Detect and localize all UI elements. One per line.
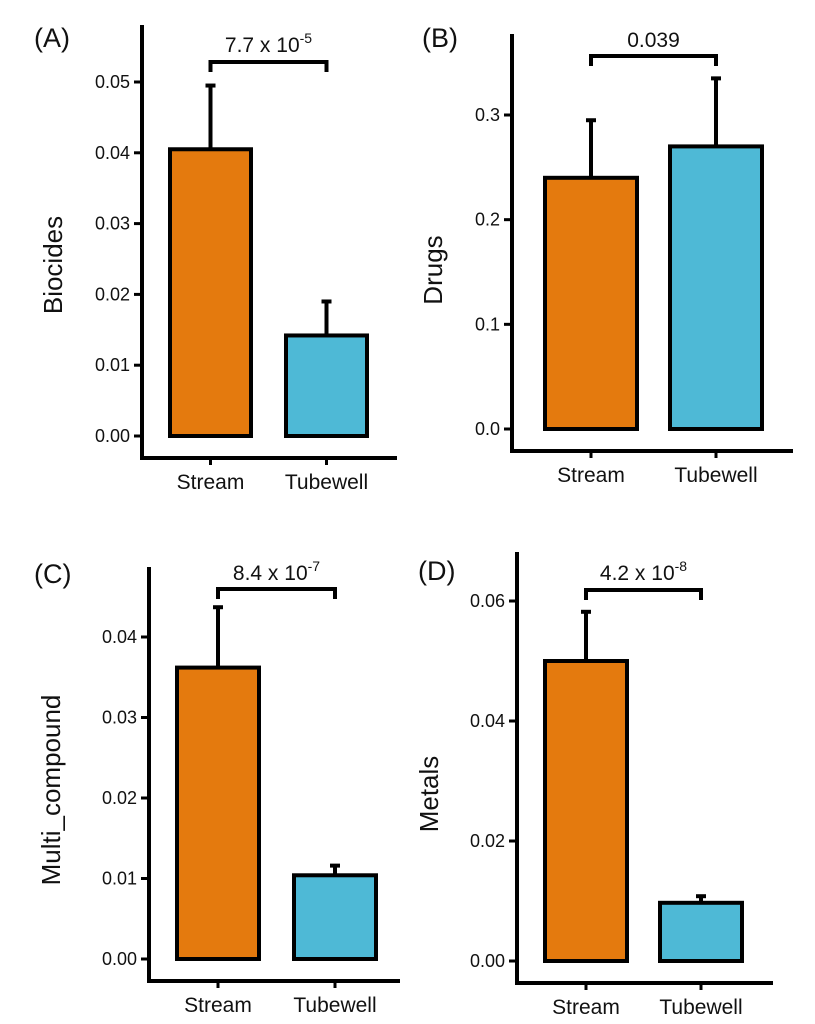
- significance-bracket: [208, 60, 329, 72]
- y-tick-label: 0.1: [475, 314, 500, 334]
- bar-stream: [168, 147, 253, 438]
- bar-stream: [175, 665, 261, 962]
- x-tick-label: Stream: [184, 994, 252, 1017]
- chart-panel-c: (C) 0.00 0.01 0.02 0.03 0.04 Multi_compound Str…: [34, 558, 400, 1017]
- y-tick-label: 0.3: [475, 105, 500, 125]
- bar-stream: [543, 659, 629, 963]
- panel-label: (B): [422, 23, 458, 53]
- chart-panel-d: (D) 0.00 0.02 0.04 0.06 Metals Stream Tubewell 4…: [414, 552, 773, 1019]
- y-tick-label: 0.00: [95, 426, 130, 446]
- y-axis-label: Biocides: [38, 216, 68, 314]
- x-tick-label: Tubewell: [285, 471, 368, 494]
- significance-bracket: [216, 587, 337, 599]
- y-tick-label: 0.0: [475, 419, 500, 439]
- y-tick-label: 0.02: [95, 284, 130, 304]
- p-value-label: 8.4 x 10-7: [233, 558, 320, 585]
- y-axis-label: Drugs: [418, 235, 448, 304]
- chart-panel-a: (A) 0.00 0.01 0.02 0.03 0.04 0.05 Biocides Strea…: [34, 23, 397, 494]
- y-tick-label: 0.2: [475, 210, 500, 230]
- bar-tubewell: [284, 333, 369, 438]
- y-tick-label: 0.02: [102, 788, 137, 808]
- y-tick-label: 0.00: [470, 951, 505, 971]
- p-value-label: 4.2 x 10-8: [600, 558, 687, 585]
- y-tick-label: 0.03: [95, 214, 130, 234]
- bar-tubewell: [668, 144, 764, 431]
- x-tick-label: Stream: [557, 464, 625, 487]
- x-tick-label: Tubewell: [674, 464, 757, 487]
- bar-tubewell: [292, 873, 378, 962]
- panel-label: (C): [34, 559, 71, 589]
- x-tick-label: Stream: [552, 996, 620, 1019]
- panel-label: (D): [418, 556, 455, 586]
- y-tick-label: 0.05: [95, 72, 130, 92]
- y-axis-label: Metals: [414, 756, 444, 833]
- significance-bracket: [589, 54, 718, 66]
- panel-label: (A): [34, 23, 70, 53]
- p-value-label: 0.039: [627, 29, 680, 52]
- y-tick-label: 0.02: [470, 831, 505, 851]
- y-tick-label: 0.04: [470, 711, 505, 731]
- y-tick-label: 0.06: [470, 591, 505, 611]
- p-value-label: 7.7 x 10-5: [225, 30, 312, 57]
- x-tick-label: Stream: [177, 471, 245, 494]
- bar-stream: [543, 175, 639, 431]
- y-tick-label: 0.04: [102, 627, 137, 647]
- bar-tubewell: [658, 900, 744, 963]
- y-axis-label: Multi_compound: [36, 695, 66, 886]
- x-tick-label: Tubewell: [659, 996, 742, 1019]
- y-tick-label: 0.04: [95, 143, 130, 163]
- y-tick-label: 0.01: [95, 355, 130, 375]
- chart-panel-b: (B) 0.0 0.1 0.2 0.3 Drugs Stream Tubewell 0.039: [418, 23, 793, 487]
- y-tick-label: 0.03: [102, 708, 137, 728]
- y-tick-label: 0.01: [102, 869, 137, 889]
- x-tick-label: Tubewell: [293, 994, 376, 1017]
- significance-bracket: [584, 588, 703, 600]
- y-tick-label: 0.00: [102, 949, 137, 969]
